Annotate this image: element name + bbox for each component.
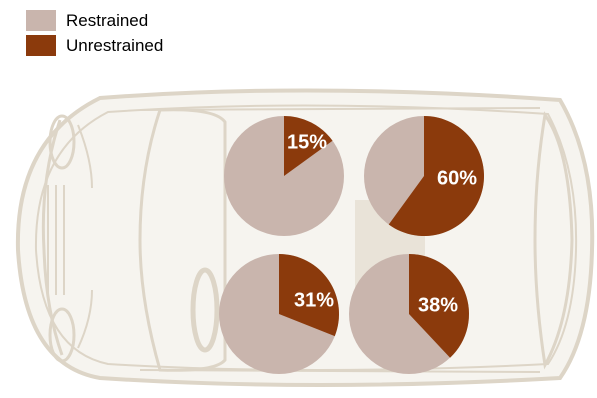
pie-rear-left: 60%: [364, 116, 485, 236]
pie-rear-right: 38%: [349, 254, 469, 374]
legend: Restrained Unrestrained: [26, 10, 163, 60]
pie-slice-unrestrained: [388, 116, 485, 236]
pie-front-left: 15%: [224, 116, 344, 236]
legend-swatch-restrained: [26, 10, 56, 31]
legend-item-restrained: Restrained: [26, 10, 163, 31]
pie-data-label: 60%: [437, 167, 477, 189]
legend-label-unrestrained: Unrestrained: [66, 35, 164, 55]
legend-swatch-unrestrained: [26, 35, 56, 56]
pie-slice-unrestrained: [284, 116, 333, 176]
pie-data-label: 31%: [294, 289, 334, 311]
pie-data-label: 38%: [418, 294, 458, 316]
pie-data-label: 15%: [287, 131, 327, 153]
legend-label-restrained: Restrained: [66, 10, 149, 30]
legend-item-unrestrained: Unrestrained: [26, 35, 163, 56]
pie-front-right: 31%: [219, 254, 339, 374]
pie-slice-unrestrained: [279, 254, 339, 337]
pie-slice-unrestrained: [409, 254, 469, 358]
